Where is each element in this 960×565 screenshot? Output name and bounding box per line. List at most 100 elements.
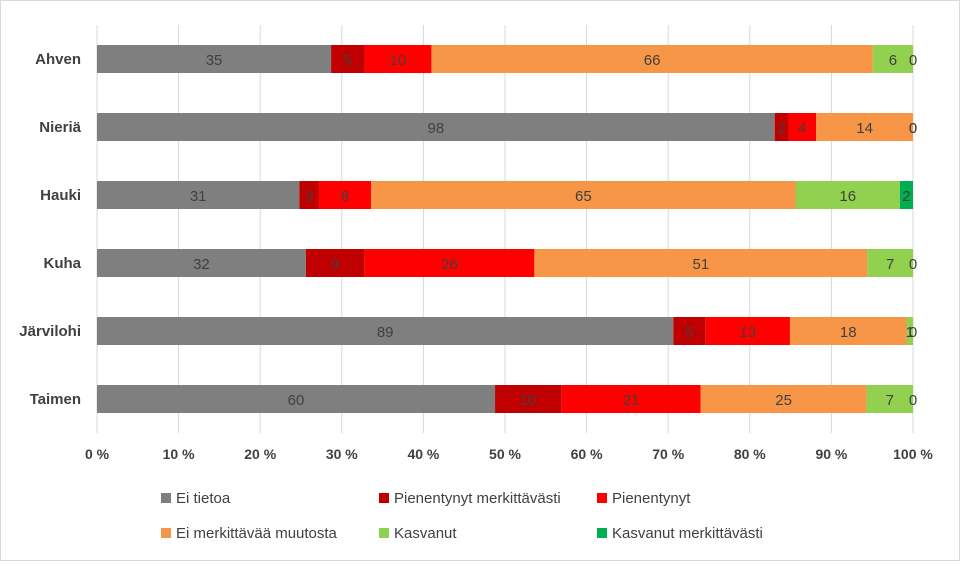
category-label-kuha: Kuha — [44, 255, 82, 272]
x-tick-label: 80 % — [734, 446, 766, 462]
category-label-jarvilohi: Järvilohi — [19, 323, 81, 340]
bar-nieria-pienentynyt-merkittavasti — [774, 113, 789, 141]
data-label: 16 — [839, 188, 856, 205]
x-tick-label: 60 % — [571, 446, 603, 462]
data-label: 51 — [692, 256, 709, 273]
bar-jarvilohi-kasvanut — [906, 317, 913, 345]
x-tick-label: 90 % — [815, 446, 847, 462]
data-label: 65 — [575, 188, 592, 205]
data-label: 7 — [886, 256, 894, 273]
bar-taimen-kasvanut — [866, 385, 913, 413]
x-tick-label: 0 % — [85, 446, 110, 462]
x-axis-ticks: 0 % 10 % 20 % 30 % 40 % 50 % 60 % 70 % 80 % 90 % 1… — [85, 446, 933, 462]
bar-ahven-pienentynyt-merkittavasti — [331, 45, 365, 73]
bar-nieria-pienentynyt — [788, 113, 817, 141]
data-label: 98 — [428, 120, 445, 137]
data-label: 60 — [288, 392, 305, 409]
data-label: 5 — [685, 324, 693, 341]
bar-kuha-ei-tietoa — [97, 249, 306, 277]
legend-label: Ei tietoa — [176, 490, 231, 507]
data-label: 10 — [520, 392, 537, 409]
data-label: 2 — [777, 120, 785, 137]
legend-swatch — [161, 493, 171, 503]
bar-ahven-pienentynyt — [364, 45, 432, 73]
data-label: 25 — [775, 392, 792, 409]
category-labels: Ahven Nieriä Hauki Kuha Järvilohi Taimen — [19, 51, 81, 408]
data-label: 0 — [909, 392, 917, 409]
legend-item-ei-tietoa: Ei tietoa — [161, 490, 231, 507]
x-tick-label: 30 % — [326, 446, 358, 462]
bar-ahven-ei-tietoa — [97, 45, 332, 73]
legend-label: Ei merkittävää muutosta — [176, 525, 338, 542]
data-label: 0 — [909, 256, 917, 273]
data-label: 31 — [190, 188, 207, 205]
data-label: 0 — [909, 120, 917, 137]
bar-kuha-pienentynyt — [364, 249, 535, 277]
legend-label: Kasvanut — [394, 525, 457, 542]
data-label: 5 — [344, 52, 352, 69]
legend-swatch — [161, 528, 171, 538]
x-tick-label: 70 % — [652, 446, 684, 462]
legend-item-ei-merkittavaa-muutosta: Ei merkittävää muutosta — [161, 525, 338, 542]
bar-hauki-pienentynyt-merkittavasti — [299, 181, 319, 209]
legend-swatch — [597, 528, 607, 538]
data-label: 14 — [856, 120, 873, 137]
data-label: 6 — [889, 52, 897, 69]
data-label: 89 — [377, 324, 394, 341]
legend-swatch — [379, 493, 389, 503]
category-label-taimen: Taimen — [30, 391, 81, 408]
bar-taimen-pienentynyt — [561, 385, 701, 413]
legend-label: Pienentynyt merkittävästi — [394, 490, 561, 507]
legend-label: Pienentynyt — [612, 490, 691, 507]
bar-hauki-kasvanut — [795, 181, 900, 209]
category-label-hauki: Hauki — [40, 187, 81, 204]
data-label: 0 — [909, 52, 917, 69]
x-tick-label: 100 % — [893, 446, 933, 462]
bar-jarvilohi-ei-merkittavaa-muutosta — [789, 317, 907, 345]
data-label: 0 — [909, 324, 917, 341]
category-label-ahven: Ahven — [35, 51, 81, 68]
bar-kuha-pienentynyt-merkittavasti — [305, 249, 365, 277]
legend-item-kasvanut: Kasvanut — [379, 525, 457, 542]
bar-kuha-kasvanut — [867, 249, 913, 277]
bar-nieria-ei-merkittavaa-muutosta — [816, 113, 913, 141]
bars — [97, 45, 913, 413]
data-label: 2 — [902, 188, 910, 205]
data-label: 0 — [909, 120, 917, 137]
x-tick-label: 50 % — [489, 446, 521, 462]
data-label: 35 — [206, 52, 223, 69]
x-tick-label: 10 % — [163, 446, 195, 462]
x-tick-label: 20 % — [244, 446, 276, 462]
category-label-nieria: Nieriä — [39, 119, 81, 136]
bar-ahven-ei-merkittavaa-muutosta — [431, 45, 873, 73]
legend-item-kasvanut-merkittavasti: Kasvanut merkittävästi — [597, 525, 763, 542]
data-label: 1 — [906, 324, 914, 341]
data-label: 4 — [798, 120, 806, 137]
legend-label: Kasvanut merkittävästi — [612, 525, 763, 542]
bar-ahven-kasvanut — [872, 45, 913, 73]
data-label: 13 — [740, 324, 757, 341]
bar-taimen-ei-merkittavaa-muutosta — [700, 385, 867, 413]
data-label: 66 — [644, 52, 661, 69]
bar-taimen-pienentynyt-merkittavasti — [495, 385, 562, 413]
legend-swatch — [379, 528, 389, 538]
bar-nieria-ei-tietoa — [97, 113, 775, 141]
bar-jarvilohi-pienentynyt — [705, 317, 790, 345]
data-label: 26 — [441, 256, 458, 273]
data-label: 21 — [623, 392, 640, 409]
data-label: 18 — [840, 324, 857, 341]
data-label: 9 — [331, 256, 339, 273]
legend-swatch — [597, 493, 607, 503]
bar-hauki-kasvanut-merkittavasti — [899, 181, 913, 209]
data-label: 8 — [341, 188, 349, 205]
bar-hauki-pienentynyt — [318, 181, 372, 209]
data-label: 32 — [193, 256, 210, 273]
data-label: 3 — [305, 188, 313, 205]
x-tick-label: 40 % — [407, 446, 439, 462]
bar-jarvilohi-pienentynyt-merkittavasti — [673, 317, 706, 345]
data-label: 7 — [886, 392, 894, 409]
bar-hauki-ei-merkittavaa-muutosta — [371, 181, 796, 209]
